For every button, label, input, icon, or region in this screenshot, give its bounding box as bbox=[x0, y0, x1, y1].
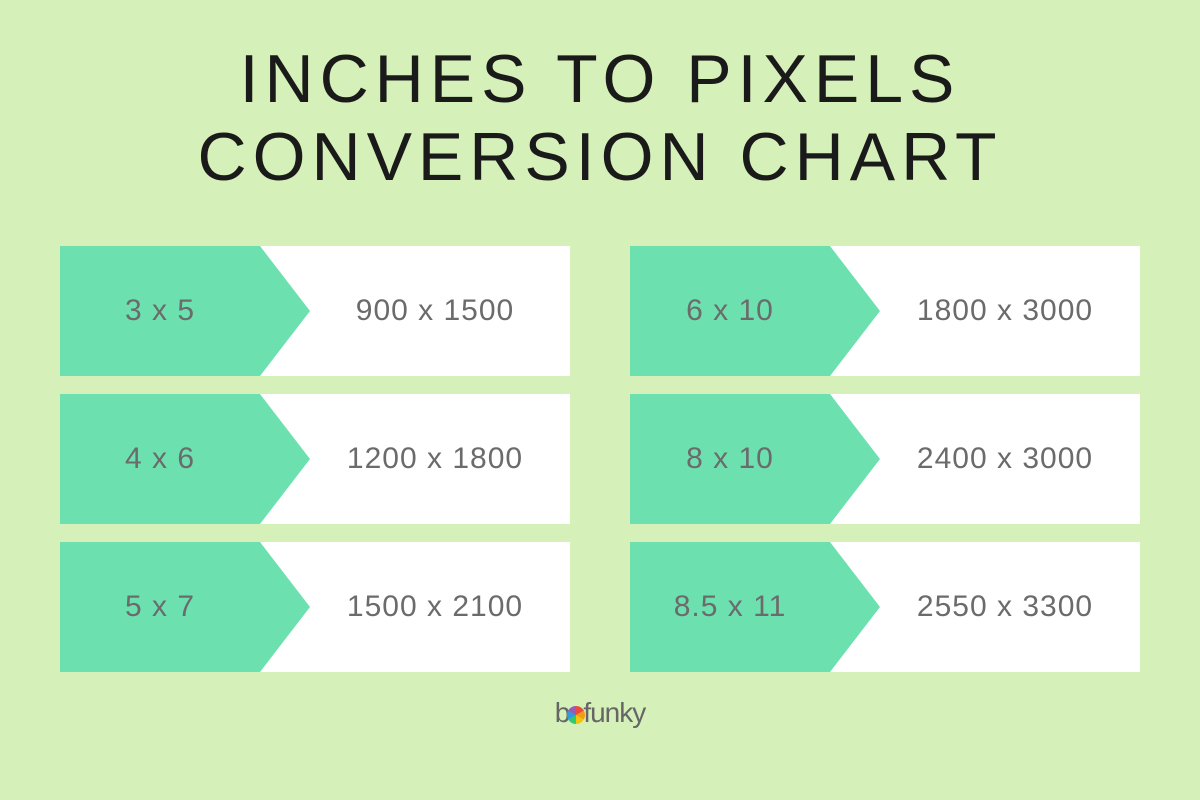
inches-cell: 5 x 7 bbox=[60, 542, 260, 672]
pixels-value: 2550 x 3300 bbox=[917, 590, 1093, 624]
inches-value: 6 x 10 bbox=[686, 294, 774, 328]
title-line-2: CONVERSION CHART bbox=[197, 118, 1002, 196]
pixels-value: 900 x 1500 bbox=[356, 294, 514, 328]
conversion-row: 5 x 7 1500 x 2100 bbox=[60, 542, 570, 672]
pixels-value: 2400 x 3000 bbox=[917, 442, 1093, 476]
inches-value: 5 x 7 bbox=[125, 590, 195, 624]
conversion-row: 4 x 6 1200 x 1800 bbox=[60, 394, 570, 524]
logo-suffix: funky bbox=[583, 697, 645, 729]
inches-value: 3 x 5 bbox=[125, 294, 195, 328]
inches-cell: 8 x 10 bbox=[630, 394, 830, 524]
inches-cell: 4 x 6 bbox=[60, 394, 260, 524]
pixels-value: 1800 x 3000 bbox=[917, 294, 1093, 328]
conversion-row: 6 x 10 1800 x 3000 bbox=[630, 246, 1140, 376]
inches-value: 8.5 x 11 bbox=[674, 590, 787, 624]
pixels-value: 1200 x 1800 bbox=[347, 442, 523, 476]
inches-value: 8 x 10 bbox=[686, 442, 774, 476]
conversion-row: 8.5 x 11 2550 x 3300 bbox=[630, 542, 1140, 672]
inches-cell: 6 x 10 bbox=[630, 246, 830, 376]
inches-cell: 8.5 x 11 bbox=[630, 542, 830, 672]
conversion-row: 3 x 5 900 x 1500 bbox=[60, 246, 570, 376]
inches-value: 4 x 6 bbox=[125, 442, 195, 476]
conversion-grid: 3 x 5 900 x 1500 6 x 10 1800 x 3000 4 x … bbox=[60, 246, 1140, 672]
chart-title: INCHES TO PIXELS CONVERSION CHART bbox=[197, 40, 1002, 196]
pixels-value: 1500 x 2100 bbox=[347, 590, 523, 624]
brand-logo: bfunky bbox=[555, 697, 646, 729]
conversion-row: 8 x 10 2400 x 3000 bbox=[630, 394, 1140, 524]
inches-cell: 3 x 5 bbox=[60, 246, 260, 376]
title-line-1: INCHES TO PIXELS bbox=[197, 40, 1002, 118]
